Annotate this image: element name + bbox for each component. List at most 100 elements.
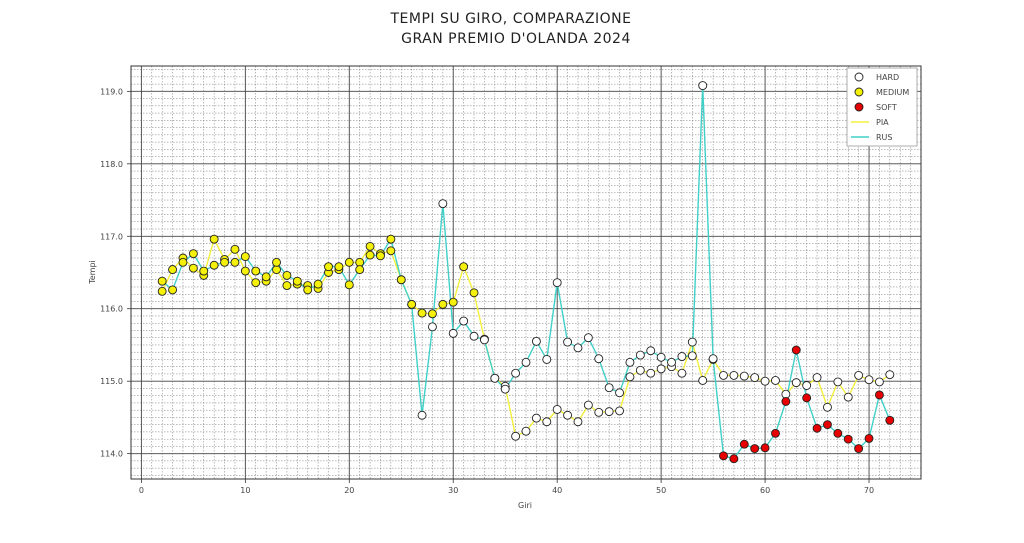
point-rus: [469, 331, 479, 341]
point-pia: [885, 370, 895, 380]
legend-label-soft: SOFT: [876, 103, 897, 112]
point-pia: [552, 404, 562, 414]
point-rus: [874, 390, 884, 400]
point-pia: [874, 377, 884, 387]
point-rus: [781, 397, 791, 406]
x-tick-label: 60: [760, 486, 770, 495]
point-rus: [552, 278, 562, 288]
x-tick-label: 50: [656, 486, 666, 495]
point-rus: [490, 373, 500, 383]
point-pia: [812, 373, 822, 383]
point-rus: [822, 420, 832, 430]
point-pia: [344, 257, 354, 267]
chart-title-line-2: GRAN PREMIO D'OLANDA 2024: [401, 31, 631, 47]
point-pia: [729, 370, 739, 380]
point-rus: [199, 266, 209, 276]
point-pia: [386, 246, 396, 256]
point-rus: [386, 234, 396, 244]
point-rus: [604, 383, 614, 393]
point-rus: [407, 299, 417, 309]
x-tick-label: 10: [240, 486, 250, 495]
point-pia: [843, 392, 853, 402]
point-pia: [625, 372, 635, 382]
point-rus: [479, 335, 489, 345]
point-rus: [729, 454, 739, 464]
x-tick-label: 0: [139, 486, 144, 495]
point-rus: [542, 354, 552, 364]
point-rus: [396, 275, 406, 285]
point-rus: [188, 249, 198, 259]
point-rus: [573, 343, 583, 353]
point-rus: [739, 439, 749, 449]
point-pia: [531, 413, 541, 423]
y-tick-label: 115.0: [100, 377, 123, 386]
x-tick-label: 40: [552, 486, 562, 495]
legend-marker-soft: [854, 102, 864, 112]
point-rus: [500, 384, 510, 394]
point-rus: [324, 262, 333, 272]
point-pia: [615, 406, 625, 416]
point-pia: [427, 309, 437, 319]
point-rus: [272, 257, 281, 267]
point-rus: [344, 280, 354, 290]
point-pia: [469, 288, 479, 298]
axes: 0 10 20 30 40 50 60 70 114.0 115.0 116.0 117.0 118.0…: [100, 65, 922, 495]
point-pia: [677, 368, 687, 378]
point-pia: [833, 377, 843, 387]
point-pia: [604, 407, 614, 417]
legend-label-rus: RUS: [876, 133, 893, 142]
point-rus: [656, 352, 666, 362]
legend-label-medium: MEDIUM: [876, 88, 909, 97]
series-points: [157, 81, 895, 464]
legend-label-hard: HARD: [876, 73, 899, 82]
point-rus: [427, 322, 437, 332]
point-pia: [168, 265, 178, 275]
point-pia: [542, 417, 552, 427]
point-rus: [812, 423, 822, 433]
point-rus: [261, 272, 271, 282]
point-pia: [687, 337, 697, 347]
point-pia: [448, 297, 458, 307]
point-rus: [750, 444, 760, 454]
point-rus: [885, 415, 895, 425]
point-pia: [521, 426, 531, 436]
y-axis-label: Tempi: [88, 260, 97, 285]
point-rus: [355, 265, 365, 275]
y-tick-label: 119.0: [100, 87, 123, 96]
point-rus: [646, 346, 656, 356]
point-pia: [854, 370, 864, 380]
point-pia: [459, 262, 469, 272]
y-tick-label: 118.0: [100, 160, 123, 169]
point-rus: [417, 410, 427, 420]
x-tick-label: 20: [344, 486, 354, 495]
point-pia: [646, 368, 656, 378]
y-tick-label: 114.0: [100, 450, 123, 459]
point-rus: [531, 336, 541, 346]
point-rus: [760, 443, 770, 453]
x-axis-label: Giri: [518, 501, 532, 510]
point-rus: [313, 279, 323, 289]
point-rus: [448, 328, 458, 338]
point-pia: [157, 286, 167, 296]
legend: HARD MEDIUM SOFT PIA RUS: [846, 67, 918, 147]
point-rus: [583, 333, 593, 343]
point-pia: [209, 234, 219, 244]
point-pia: [583, 400, 593, 410]
point-rus: [282, 270, 292, 280]
point-rus: [698, 81, 708, 91]
grid: [130, 66, 922, 479]
point-rus: [615, 388, 625, 398]
point-rus: [833, 428, 843, 438]
point-pia: [760, 376, 770, 386]
point-rus: [168, 285, 178, 295]
point-pia: [635, 365, 645, 375]
point-rus: [230, 257, 240, 267]
x-tick-label: 30: [448, 486, 458, 495]
point-rus: [303, 285, 313, 295]
point-rus: [438, 199, 448, 209]
legend-label-pia: PIA: [876, 118, 889, 127]
point-pia: [594, 407, 604, 417]
point-rus: [563, 337, 573, 347]
